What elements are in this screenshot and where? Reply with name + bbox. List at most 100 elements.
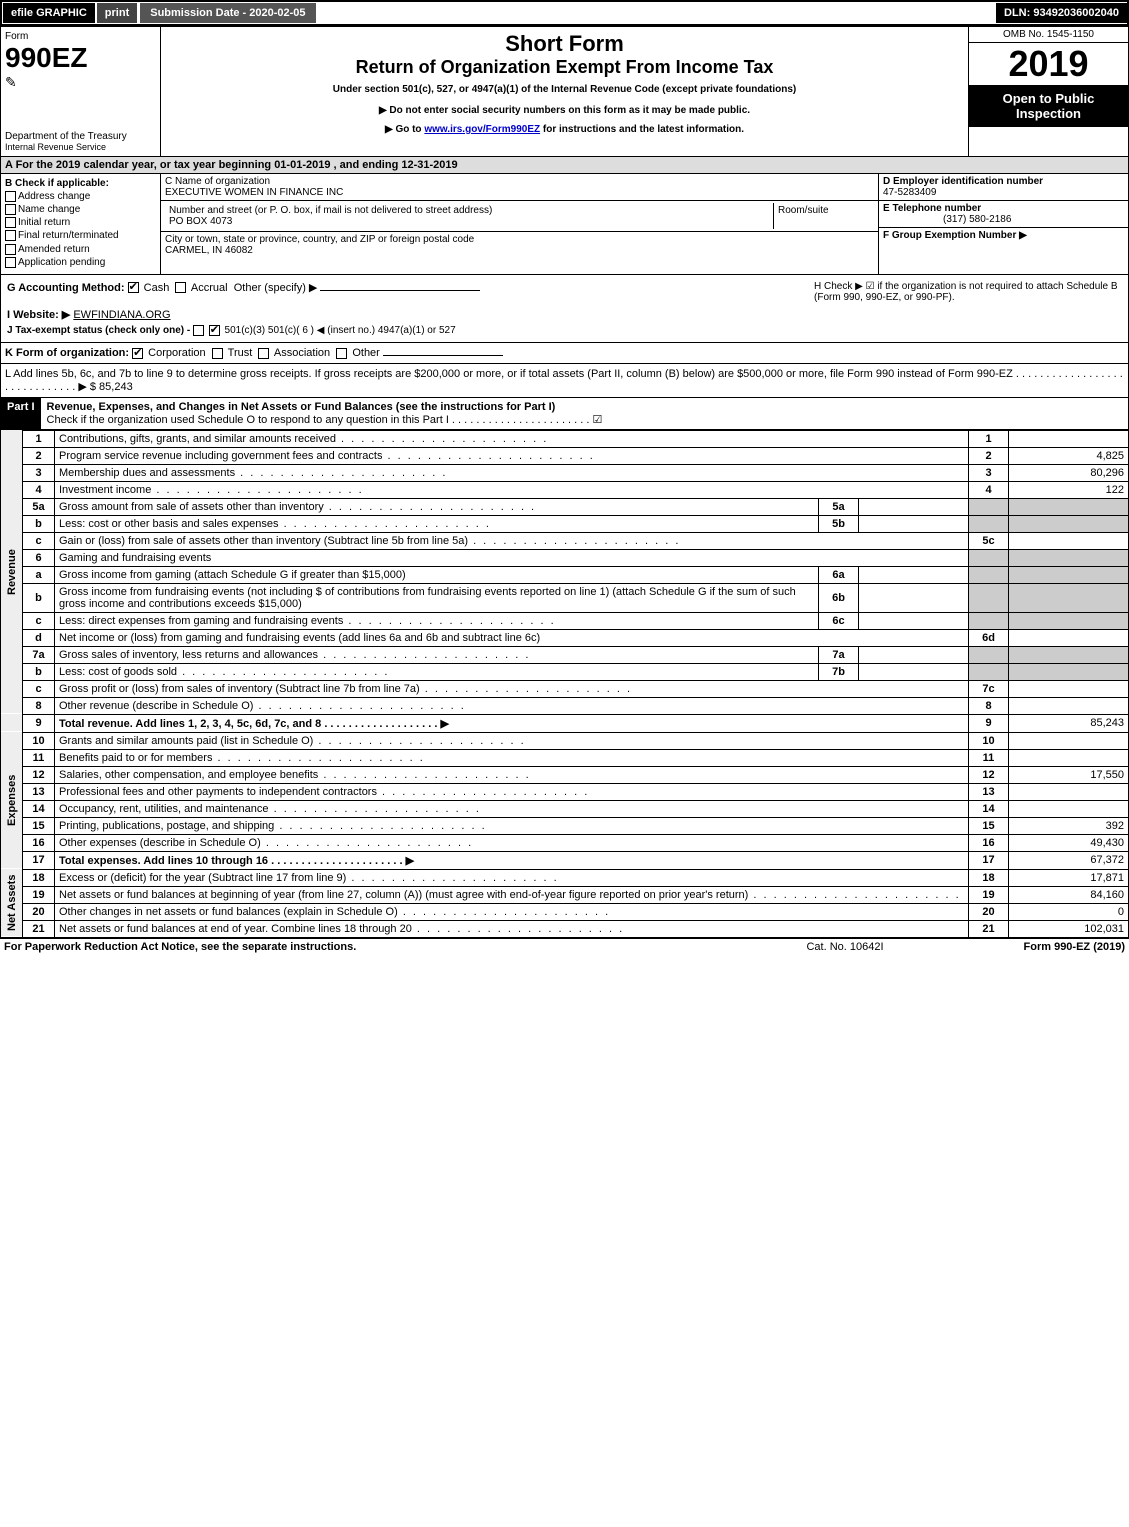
line-desc: Salaries, other compensation, and employ… [55, 766, 969, 783]
line-desc: Professional fees and other payments to … [55, 783, 969, 800]
line-desc-text: Program service revenue including govern… [59, 450, 595, 462]
page-footer: For Paperwork Reduction Act Notice, see … [0, 938, 1129, 955]
part-i-label: Part I [1, 398, 41, 429]
line-rnum-shaded [969, 566, 1009, 583]
line-desc: Occupancy, rent, utilities, and maintena… [55, 800, 969, 817]
dln-label: DLN: 93492036002040 [996, 3, 1127, 23]
table-row: Revenue 1 Contributions, gifts, grants, … [1, 430, 1129, 447]
line-desc-text: Net assets or fund balances at beginning… [59, 889, 961, 901]
chk-address-change[interactable]: Address change [5, 191, 156, 202]
line-rnum: 9 [969, 714, 1009, 732]
table-row: 2 Program service revenue including gove… [1, 447, 1129, 464]
line-rval: 392 [1009, 817, 1129, 834]
line-rnum: 1 [969, 430, 1009, 447]
g-other-label: Other (specify) ▶ [234, 282, 318, 294]
table-row: 14 Occupancy, rent, utilities, and maint… [1, 800, 1129, 817]
line-desc-text: Gain or (loss) from sale of assets other… [59, 535, 680, 547]
chk-501c3[interactable] [193, 325, 204, 336]
line-num: 3 [23, 464, 55, 481]
line-midcol: 5b [819, 515, 859, 532]
line-rval: 0 [1009, 903, 1129, 920]
line-rnum-shaded [969, 498, 1009, 515]
group-exemption-row: F Group Exemption Number ▶ [879, 228, 1128, 243]
chk-initial-return[interactable]: Initial return [5, 217, 156, 228]
line-num: 12 [23, 766, 55, 783]
form-header-left: Form 990EZ ✎ Department of the Treasury … [1, 27, 161, 156]
line-rval: 4,825 [1009, 447, 1129, 464]
line-desc: Net income or (loss) from gaming and fun… [55, 629, 969, 646]
line-rnum: 19 [969, 886, 1009, 903]
line-desc-text: Gross profit or (loss) from sales of inv… [59, 683, 632, 695]
g-other-input[interactable] [320, 290, 480, 291]
line-rval-shaded [1009, 646, 1129, 663]
line-desc-text: Less: cost or other basis and sales expe… [59, 518, 491, 530]
chk-association[interactable] [258, 348, 269, 359]
line-rval [1009, 800, 1129, 817]
goto-link[interactable]: www.irs.gov/Form990EZ [424, 124, 540, 135]
j-options: 501(c)(3) 501(c)( 6 ) ◀ (insert no.) 494… [225, 325, 456, 336]
row-k: K Form of organization: Corporation Trus… [0, 343, 1129, 364]
line-rnum: 20 [969, 903, 1009, 920]
line-rval [1009, 783, 1129, 800]
line-rnum: 17 [969, 851, 1009, 869]
chk-accrual[interactable] [175, 282, 186, 293]
other-org-input[interactable] [383, 355, 503, 356]
line-desc: Benefits paid to or for members [55, 749, 969, 766]
line-desc: Grants and similar amounts paid (list in… [55, 732, 969, 749]
line-midval [859, 612, 969, 629]
chk-name-change-label: Name change [18, 204, 80, 215]
chk-501c[interactable] [209, 325, 220, 336]
line-num: 10 [23, 732, 55, 749]
website-value[interactable]: EWFINDIANA.ORG [73, 309, 170, 321]
goto-prefix: ▶ Go to [385, 124, 424, 135]
form-header: Form 990EZ ✎ Department of the Treasury … [0, 26, 1129, 157]
org-city-value: CARMEL, IN 46082 [165, 245, 874, 256]
section-revenue-label: Revenue [1, 430, 23, 714]
line-rval-shaded [1009, 612, 1129, 629]
line-rval: 17,871 [1009, 869, 1129, 886]
box-b-title: B Check if applicable: [5, 178, 109, 189]
line-desc: Total expenses. Add lines 10 through 16 … [55, 851, 969, 869]
line-desc: Total revenue. Add lines 1, 2, 3, 4, 5c,… [55, 714, 969, 732]
line-rval [1009, 732, 1129, 749]
line-midval [859, 583, 969, 612]
print-button[interactable]: print [96, 2, 138, 24]
line-rnum: 2 [969, 447, 1009, 464]
line-num: b [23, 583, 55, 612]
line-num: 2 [23, 447, 55, 464]
line-desc-text: Benefits paid to or for members [59, 752, 425, 764]
table-row: Expenses 10 Grants and similar amounts p… [1, 732, 1129, 749]
line-midcol: 5a [819, 498, 859, 515]
org-city-label: City or town, state or province, country… [165, 234, 874, 245]
table-row: 5a Gross amount from sale of assets othe… [1, 498, 1129, 515]
line-midval [859, 515, 969, 532]
line-rval: 85,243 [1009, 714, 1129, 732]
chk-trust[interactable] [212, 348, 223, 359]
line-rnum: 18 [969, 869, 1009, 886]
line-desc-text: Gross amount from sale of assets other t… [59, 501, 536, 513]
chk-corporation[interactable] [132, 348, 143, 359]
line-rnum-shaded [969, 663, 1009, 680]
chk-cash[interactable] [128, 282, 139, 293]
line-rnum-shaded [969, 515, 1009, 532]
line-num: 18 [23, 869, 55, 886]
chk-application-pending[interactable]: Application pending [5, 257, 156, 268]
table-row: b Less: cost or other basis and sales ex… [1, 515, 1129, 532]
j-label: J Tax-exempt status (check only one) - [7, 325, 190, 336]
line-desc-text: Other expenses (describe in Schedule O) [59, 837, 473, 849]
chk-amended[interactable]: Amended return [5, 244, 156, 255]
title-return: Return of Organization Exempt From Incom… [165, 57, 964, 78]
line-rnum: 4 [969, 481, 1009, 498]
chk-other-org[interactable] [336, 348, 347, 359]
chk-amended-label: Amended return [18, 244, 90, 255]
chk-final-return[interactable]: Final return/terminated [5, 230, 156, 241]
line-num: a [23, 566, 55, 583]
line-desc-text: Grants and similar amounts paid (list in… [59, 735, 526, 747]
chk-name-change[interactable]: Name change [5, 204, 156, 215]
efile-button[interactable]: efile GRAPHIC [2, 2, 96, 24]
line-rval [1009, 697, 1129, 714]
table-row: 7a Gross sales of inventory, less return… [1, 646, 1129, 663]
line-desc: Gross income from gaming (attach Schedul… [55, 566, 819, 583]
table-row: 13 Professional fees and other payments … [1, 783, 1129, 800]
line-rnum: 12 [969, 766, 1009, 783]
